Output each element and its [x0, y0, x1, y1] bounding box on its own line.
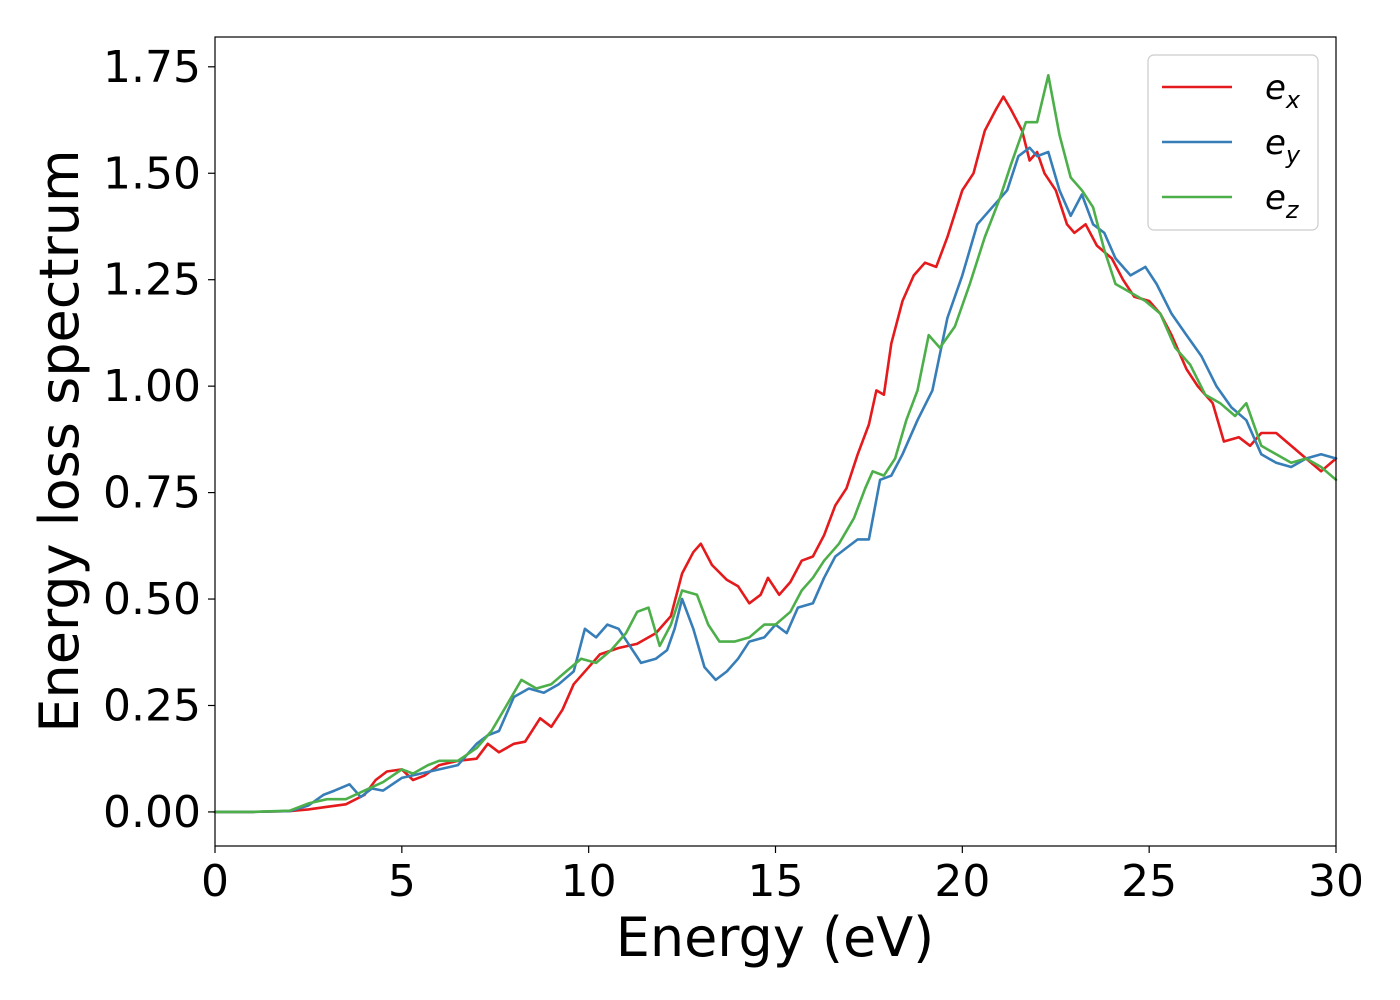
x-axis-label: Energy (eV)	[616, 906, 935, 969]
x-axis-ticks: 0 5 10 15 20 25 30	[201, 846, 1364, 907]
y-tick-label: 0.25	[103, 680, 201, 731]
x-tick-label: 30	[1308, 856, 1364, 907]
series-layer	[213, 74, 1338, 814]
y-tick-label: 0.75	[103, 468, 201, 519]
y-tick-label: 0.50	[103, 574, 201, 625]
y-tick-label: 1.25	[103, 255, 201, 306]
x-tick-label: 0	[201, 856, 229, 907]
x-tick-label: 20	[934, 856, 990, 907]
series-line-z	[213, 74, 1338, 814]
x-tick-label: 5	[388, 856, 416, 907]
y-tick-label: 1.50	[103, 148, 201, 199]
y-axis-ticks: 0.00 0.25 0.50 0.75 1.00 1.25 1.50 1.75	[103, 42, 215, 838]
x-tick-label: 15	[748, 856, 804, 907]
y-axis-label: Energy loss spectrum	[28, 149, 91, 732]
y-tick-label: 1.00	[103, 361, 201, 412]
y-tick-label: 1.75	[103, 42, 201, 93]
y-tick-label: 0.00	[103, 787, 201, 838]
x-tick-label: 25	[1121, 856, 1177, 907]
legend-label-y: ey	[1265, 123, 1301, 169]
x-tick-label: 10	[561, 856, 617, 907]
legend-box	[1147, 54, 1319, 231]
